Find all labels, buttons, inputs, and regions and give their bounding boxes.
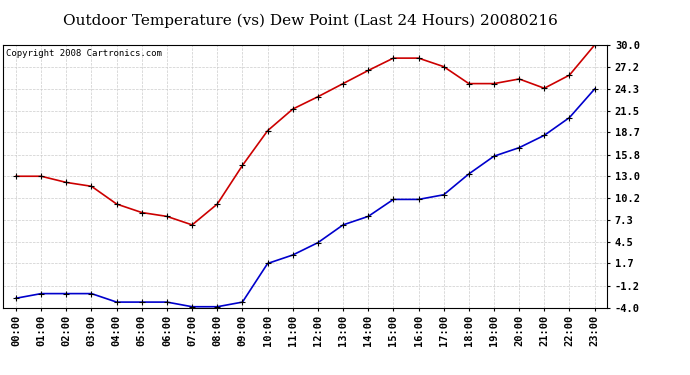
Text: Outdoor Temperature (vs) Dew Point (Last 24 Hours) 20080216: Outdoor Temperature (vs) Dew Point (Last… — [63, 13, 558, 27]
Text: Copyright 2008 Cartronics.com: Copyright 2008 Cartronics.com — [6, 49, 162, 58]
